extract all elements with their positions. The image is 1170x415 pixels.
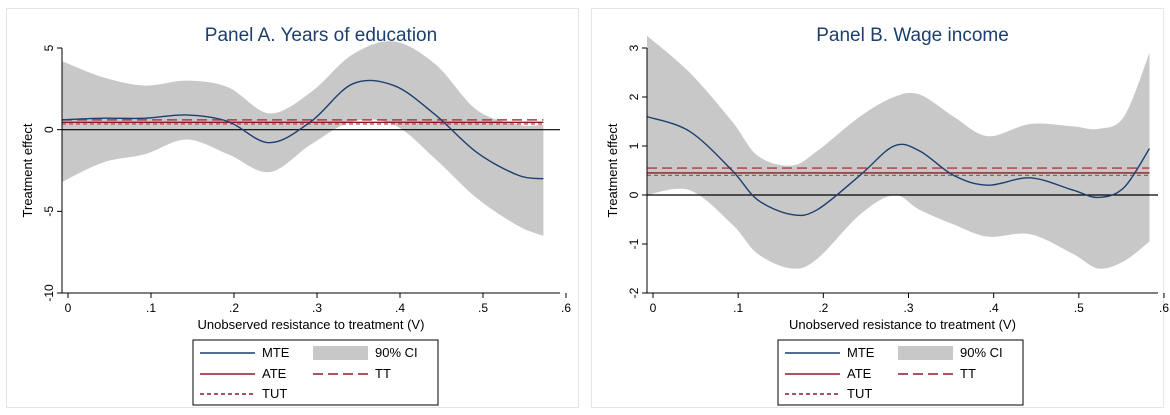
legend-label: 90% CI: [960, 345, 1003, 360]
legend-label: MTE: [262, 345, 290, 360]
legend-label: ATE: [262, 366, 287, 381]
y-tick-label: 0: [627, 191, 641, 198]
legend-item: TT: [898, 366, 976, 381]
x-tick-label: .4: [989, 301, 999, 315]
panel-frame: [591, 8, 1164, 408]
legend-swatch: [898, 346, 953, 360]
chart-title: Panel A. Years of education: [205, 25, 437, 46]
x-tick-label: 0: [65, 301, 72, 315]
x-tick-label: .1: [733, 301, 743, 315]
y-tick-label: -1: [627, 238, 641, 249]
x-tick-label: 0: [650, 301, 657, 315]
legend-item: MTE: [200, 345, 290, 360]
y-tick-label: 0: [42, 126, 56, 133]
x-tick-label: .5: [1074, 301, 1084, 315]
x-axis-title: Unobserved resistance to treatment (V): [789, 317, 1016, 332]
legend-swatch: [313, 346, 368, 360]
chart-panel-a: Panel A. Years of education 0 .1 .2 .3 .4 .5 .6…: [20, 25, 571, 406]
panel-frame: [6, 8, 579, 408]
x-tick-label: .6: [561, 301, 571, 315]
legend-item: TT: [313, 366, 391, 381]
ci-band: [62, 41, 544, 236]
legend-item: MTE: [785, 345, 875, 360]
legend: MTE 90% CI ATE TT TUT: [192, 339, 439, 406]
legend-item: TUT: [785, 386, 872, 401]
legend-label: MTE: [847, 345, 875, 360]
mte-line: [61, 79, 544, 180]
legend-label: TUT: [847, 386, 872, 401]
chart-panel-b: Panel B. Wage income 0 .1 .2 .3 .4 .5 .6 3 2 1 0 -1 -…: [605, 25, 1169, 406]
legend-item: 90% CI: [313, 345, 418, 360]
y-tick-label: -10: [42, 284, 56, 302]
x-tick-label: .3: [312, 301, 322, 315]
legend-label: TT: [375, 366, 391, 381]
x-tick-label: .5: [478, 301, 488, 315]
x-tick-label: .3: [903, 301, 913, 315]
y-tick-label: -5: [42, 206, 56, 217]
x-axis-title: Unobserved resistance to treatment (V): [198, 317, 425, 332]
ci-band: [647, 35, 1150, 269]
x-tick-label: .6: [1159, 301, 1169, 315]
legend-item: ATE: [785, 366, 872, 381]
legend-item: TUT: [200, 386, 287, 401]
y-tick-label: 1: [627, 142, 641, 149]
y-tick-label: 2: [627, 93, 641, 100]
x-tick-label: .2: [818, 301, 828, 315]
x-tick-label: .2: [229, 301, 239, 315]
panel-a: Panel A. Years of education 0 .1 .2 .3 .4 .5 .6…: [6, 8, 579, 408]
legend-label: TT: [960, 366, 976, 381]
y-axis-title: Treatment effect: [605, 123, 620, 217]
legend-item: 90% CI: [898, 345, 1003, 360]
y-axis-title: Treatment effect: [20, 123, 35, 217]
y-tick-label: 3: [627, 44, 641, 51]
y-tick-label: -2: [627, 287, 641, 298]
legend: MTE 90% CI ATE TT TUT: [777, 339, 1024, 406]
legend-label: ATE: [847, 366, 872, 381]
chart-title: Panel B. Wage income: [816, 25, 1009, 46]
mte-line: [646, 115, 1151, 217]
legend-label: TUT: [262, 386, 287, 401]
legend-item: ATE: [200, 366, 287, 381]
panel-b: Panel B. Wage income 0 .1 .2 .3 .4 .5 .6 3 2 1 0 -1 -…: [585, 0, 1170, 415]
x-tick-label: .4: [395, 301, 405, 315]
legend-label: 90% CI: [375, 345, 418, 360]
x-tick-label: .1: [146, 301, 156, 315]
y-tick-label: 5: [42, 44, 56, 51]
